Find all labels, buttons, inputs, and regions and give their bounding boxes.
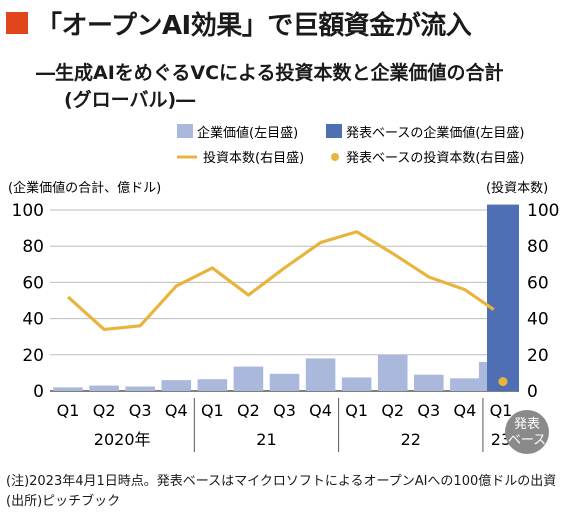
source-note: (出所)ピッチブック — [6, 494, 121, 509]
x-tick-label: Q2 — [381, 401, 404, 420]
x-group-label: 22 — [401, 430, 421, 449]
bar — [233, 366, 264, 391]
bars — [53, 204, 519, 391]
bar — [89, 385, 119, 391]
legend-label-line-main: 投資本数(右目盛) — [203, 150, 304, 166]
x-tick-label: Q2 — [93, 401, 116, 420]
x-tick-label: Q3 — [273, 401, 296, 420]
x-tick-label: Q4 — [165, 401, 188, 420]
bar — [269, 373, 300, 391]
x-tick-label: Q4 — [309, 401, 332, 420]
bar — [450, 378, 480, 391]
right-tick-label: 20 — [527, 346, 549, 366]
left-tick-label: 100 — [12, 201, 44, 221]
bar — [305, 358, 336, 391]
dot-announced — [498, 377, 508, 387]
x-tick-label: Q4 — [453, 401, 476, 420]
bar — [161, 380, 192, 391]
left-tick-label: 20 — [22, 346, 44, 366]
announced-badge: 発表 ベース — [505, 410, 549, 454]
x-tick-label: Q1 — [201, 401, 224, 420]
chart-subtitle-2: (グローバル)― — [64, 89, 196, 111]
left-axis-label: (企業価値の合計、億ドル) — [8, 180, 161, 196]
footnote: (注)2023年4月1日時点。発表ベースはマイクロソフトによるオープンAIへの1… — [6, 474, 557, 489]
x-tick-label: Q1 — [345, 401, 368, 420]
announced-badge-circle — [505, 410, 549, 454]
bar-announced — [487, 204, 519, 391]
tick-labels: 0 20 40 60 80 100 0 20 40 60 80 100 — [12, 201, 560, 402]
x-tick-label: Q3 — [417, 401, 440, 420]
x-tick-label: Q3 — [129, 401, 152, 420]
bar — [414, 374, 444, 391]
bar — [53, 387, 83, 391]
announced-badge-line1: 発表 — [514, 417, 540, 432]
x-group-label: 21 — [256, 430, 276, 449]
legend-swatch-bar-main — [177, 124, 193, 138]
x-tick-label: Q1 — [57, 401, 80, 420]
legend-label-bar-main: 企業価値(左目盛) — [197, 125, 298, 141]
x-tick-label: Q2 — [237, 401, 260, 420]
right-tick-label: 80 — [527, 237, 549, 257]
bar — [341, 377, 372, 391]
gridlines — [50, 209, 519, 392]
legend-swatch-bar-announced — [326, 124, 342, 138]
line-series — [66, 230, 508, 387]
right-tick-label: 100 — [527, 201, 559, 221]
line-investments — [66, 230, 495, 332]
legend: 企業価値(左目盛) 発表ベースの企業価値(左目盛) 投資本数(右目盛) 発表ベー… — [177, 124, 525, 166]
left-tick-label: 0 — [33, 382, 44, 402]
chart-title: 「オープンAI効果」で巨額資金が流入 — [36, 11, 472, 41]
x-group-label: 2020年 — [94, 430, 151, 449]
left-tick-label: 80 — [22, 237, 44, 257]
chart-subtitle: ―生成AIをめぐるVCによる投資本数と企業価値の合計 — [36, 62, 504, 84]
x-tick-label: Q1 — [490, 401, 513, 420]
right-tick-label: 40 — [527, 310, 549, 330]
legend-label-dot-announced: 発表ベースの投資本数(右目盛) — [346, 150, 525, 166]
right-tick-label: 60 — [527, 273, 549, 293]
bar — [125, 386, 155, 391]
announced-badge-line2: ベース — [508, 433, 546, 448]
left-tick-label: 60 — [22, 273, 44, 293]
bar — [197, 379, 228, 391]
right-axis-label: (投資本数) — [486, 180, 548, 196]
legend-label-bar-announced: 発表ベースの企業価値(左目盛) — [346, 125, 525, 141]
left-tick-label: 40 — [22, 310, 44, 330]
bar — [377, 354, 408, 391]
legend-swatch-dot-announced — [331, 153, 339, 161]
right-tick-label: 0 — [527, 382, 538, 402]
title-accent-square — [6, 12, 28, 34]
